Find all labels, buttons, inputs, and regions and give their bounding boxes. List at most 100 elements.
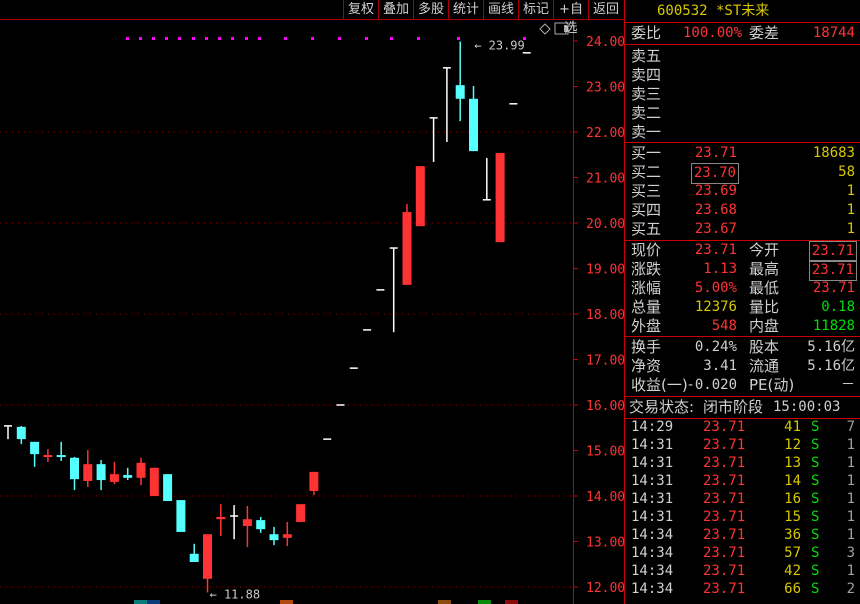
stat-label: 最低 [749, 279, 780, 297]
signal-marker [165, 37, 168, 40]
tick-side: S [811, 437, 820, 453]
tick-volume: 41 [784, 419, 801, 435]
signal-marker [152, 37, 155, 40]
status-time: 15:00:03 [773, 399, 841, 415]
tick-price: 23.71 [703, 563, 746, 579]
tick-price: 23.71 [703, 455, 746, 471]
panel-divider [625, 44, 860, 45]
quote-panel: 600532 *ST未来 委比 100.00% 委差 18744 卖五 卖四 卖三 卖二 卖一 买一… [624, 0, 860, 604]
bid-volume: 1 [846, 221, 855, 237]
event-badge [280, 600, 293, 604]
tick-time: 14:34 [631, 545, 674, 561]
signal-marker [218, 37, 221, 40]
tick-row: 14:31 23.71 14 S 1 [625, 472, 860, 491]
stat-label: 量比 [749, 298, 780, 316]
tick-volume: 16 [784, 491, 801, 507]
tick-row: 14:34 23.71 36 S 1 [625, 526, 860, 545]
overlay-button[interactable]: 叠加 [378, 0, 413, 19]
axis-label: 24.00 [586, 35, 624, 50]
candle-body [163, 474, 173, 502]
axis-label: 20.00 [586, 217, 624, 232]
draw-line-button[interactable]: 画线 [483, 0, 518, 19]
tick-volume: 66 [784, 581, 801, 597]
candle [216, 504, 226, 537]
stat-label: 外盘 [631, 317, 662, 335]
candle-body [469, 98, 478, 152]
tick-time: 14:34 [631, 527, 674, 543]
candle-body [256, 520, 266, 530]
add-favorite-button[interactable]: +自选 [553, 0, 588, 36]
stat-label: 最高 [749, 260, 780, 278]
tick-row: 14:31 23.71 16 S 1 [625, 490, 860, 509]
stat-label: 总量 [631, 298, 662, 316]
tick-side: S [811, 581, 820, 597]
fund-label: PE(动) [749, 376, 795, 394]
candle [389, 247, 398, 333]
tick-side: S [811, 527, 820, 543]
statistics-button[interactable]: 统计 [448, 0, 483, 19]
ask-row: 卖五 [625, 47, 860, 66]
event-badge [438, 600, 451, 604]
event-badge [147, 600, 160, 604]
candle-body [43, 455, 53, 458]
signal-marker [192, 37, 195, 40]
stat-row: 总量 12376 量比 0.18 [625, 298, 860, 317]
high-price-label: ← 23.99 [474, 38, 525, 52]
panel-divider [625, 142, 860, 143]
candle [442, 67, 451, 143]
fund-value: 0.24% [694, 339, 737, 355]
candle [4, 425, 12, 440]
tick-price: 23.71 [703, 527, 746, 543]
tick-price: 23.71 [703, 581, 746, 597]
tick-row: 14:31 23.71 13 S 1 [625, 454, 860, 473]
stat-value: 5.00% [694, 280, 737, 296]
signal-marker [338, 37, 341, 40]
tick-row: 14:34 23.71 66 S 2 [625, 580, 860, 599]
back-button[interactable]: 返回 [588, 0, 623, 19]
fund-value: － [841, 377, 855, 393]
bid-label: 买三 [631, 182, 662, 200]
candle [83, 450, 93, 487]
bid-price: 23.70 [690, 163, 739, 184]
candle-body [56, 455, 66, 458]
candle [109, 461, 119, 485]
stat-value: 23.71 [808, 260, 857, 281]
tick-time: 14:31 [631, 491, 674, 507]
candle [455, 41, 465, 122]
axis-label: 12.00 [586, 581, 624, 596]
signal-marker [126, 37, 129, 40]
tick-volume: 14 [784, 473, 801, 489]
fund-label: 流通 [749, 357, 780, 375]
fund-value: -0.020 [686, 377, 737, 393]
fund-value: 5.16亿 [807, 339, 855, 355]
candle-body [216, 516, 226, 520]
candle-body [309, 471, 319, 491]
candle [269, 526, 279, 546]
panel-divider [625, 418, 860, 419]
tick-count: 7 [846, 419, 855, 435]
bid-row: 买一 23.71 18683 [625, 144, 860, 163]
ask-label: 卖三 [631, 85, 662, 103]
ask-row: 卖二 [625, 104, 860, 123]
ask-label: 卖四 [631, 66, 662, 84]
stat-row: 现价 23.71 今开 23.71 [625, 241, 860, 262]
tick-volume: 15 [784, 509, 801, 525]
multi-stock-button[interactable]: 多股 [413, 0, 448, 19]
stat-row: 外盘 548 内盘 11828 [625, 317, 860, 336]
candle [282, 521, 292, 547]
axis-label: 21.00 [586, 172, 624, 187]
fundamental-row: 净资 3.41 流通 5.16亿 [625, 357, 860, 376]
fuquan-button[interactable]: 复权 [343, 0, 378, 19]
event-badge [478, 600, 491, 604]
diamond-icon [539, 23, 551, 35]
candle-body [30, 441, 40, 455]
bid-row: 买二 23.70 58 [625, 163, 860, 184]
candle-body [402, 212, 412, 285]
candle [495, 152, 505, 243]
candle-body [70, 457, 79, 480]
mark-button[interactable]: 标记 [518, 0, 553, 19]
candle-body [296, 504, 306, 522]
tick-row: 14:31 23.71 12 S 1 [625, 436, 860, 455]
tick-count: 1 [846, 473, 855, 489]
candlestick-chart[interactable]: 24.00 23.00 22.00 21.00 20.00 19.00 18.00 17.00… [0, 0, 624, 604]
